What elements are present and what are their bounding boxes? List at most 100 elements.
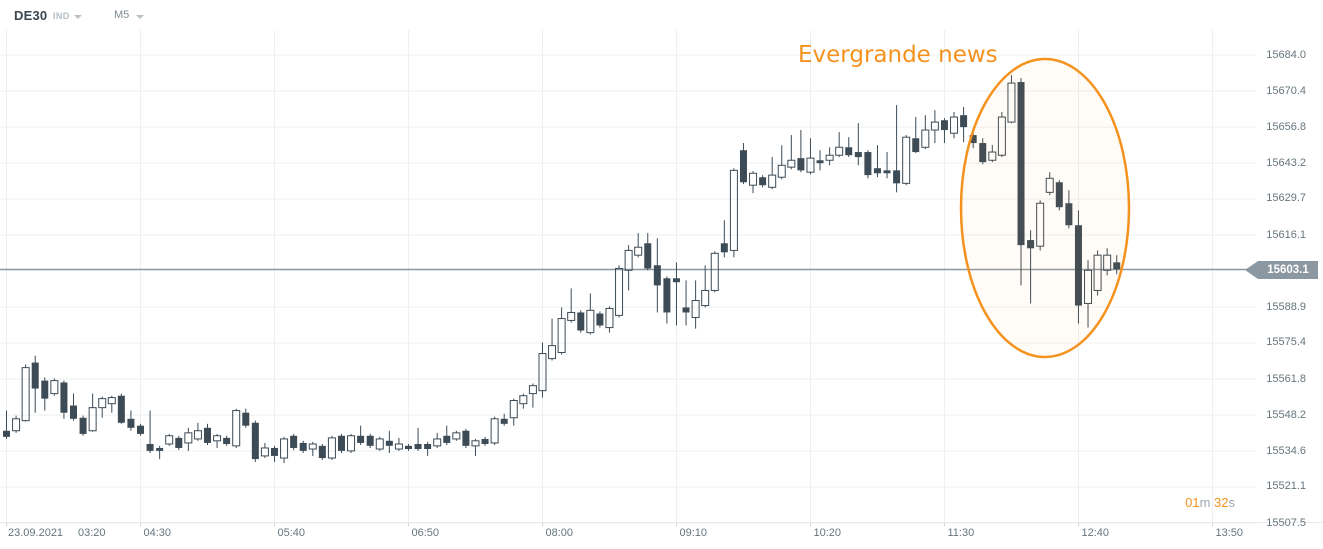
- candle[interactable]: [107, 395, 116, 413]
- candle[interactable]: [193, 422, 202, 441]
- candle[interactable]: [835, 132, 844, 158]
- candle[interactable]: [165, 433, 174, 446]
- candle[interactable]: [88, 393, 97, 432]
- candle[interactable]: [357, 425, 365, 446]
- chevron-down-icon[interactable]: [74, 15, 82, 19]
- candle[interactable]: [500, 413, 508, 426]
- candle[interactable]: [921, 115, 930, 150]
- candle[interactable]: [31, 355, 39, 413]
- candle[interactable]: [644, 233, 652, 271]
- candle[interactable]: [21, 364, 30, 422]
- candle[interactable]: [260, 442, 269, 459]
- candle[interactable]: [1045, 172, 1054, 196]
- candle[interactable]: [768, 157, 777, 190]
- candle[interactable]: [471, 438, 480, 456]
- candle[interactable]: [299, 440, 307, 453]
- candle[interactable]: [79, 415, 87, 436]
- candle[interactable]: [825, 147, 834, 166]
- candle[interactable]: [930, 110, 939, 144]
- candle[interactable]: [184, 427, 193, 451]
- candle[interactable]: [433, 432, 442, 448]
- candle[interactable]: [424, 441, 432, 456]
- candle[interactable]: [729, 168, 738, 258]
- chevron-down-icon[interactable]: [136, 15, 144, 19]
- candle[interactable]: [98, 396, 107, 418]
- candle[interactable]: [443, 425, 451, 446]
- candle[interactable]: [845, 137, 853, 158]
- candle[interactable]: [404, 443, 412, 451]
- candle[interactable]: [960, 106, 968, 143]
- candle[interactable]: [127, 410, 135, 431]
- candle[interactable]: [777, 145, 786, 180]
- candle[interactable]: [60, 380, 68, 419]
- candle[interactable]: [672, 262, 680, 326]
- candle[interactable]: [720, 220, 728, 258]
- candle[interactable]: [337, 433, 345, 453]
- candle[interactable]: [653, 238, 661, 313]
- candle[interactable]: [528, 383, 537, 408]
- candle[interactable]: [1017, 78, 1025, 286]
- candle[interactable]: [117, 393, 125, 424]
- candle[interactable]: [318, 443, 326, 460]
- candle[interactable]: [308, 441, 317, 456]
- candle[interactable]: [280, 436, 289, 464]
- candle[interactable]: [577, 310, 585, 333]
- candle[interactable]: [232, 408, 241, 448]
- candle[interactable]: [223, 435, 231, 446]
- candle[interactable]: [979, 138, 987, 165]
- candle[interactable]: [1027, 230, 1035, 304]
- candle[interactable]: [394, 437, 403, 451]
- candle[interactable]: [634, 233, 643, 258]
- candle[interactable]: [1113, 255, 1121, 275]
- candle[interactable]: [452, 430, 461, 441]
- candle[interactable]: [1103, 248, 1112, 276]
- candle[interactable]: [1084, 260, 1093, 328]
- candle[interactable]: [682, 280, 690, 326]
- candle[interactable]: [41, 377, 49, 411]
- candle[interactable]: [567, 288, 576, 323]
- candle[interactable]: [997, 112, 1006, 158]
- candle[interactable]: [347, 433, 356, 453]
- candle[interactable]: [156, 445, 164, 460]
- candle[interactable]: [290, 433, 298, 451]
- candle[interactable]: [950, 112, 959, 139]
- candle[interactable]: [854, 123, 862, 166]
- candle[interactable]: [242, 408, 250, 428]
- candle[interactable]: [136, 423, 144, 436]
- candle[interactable]: [327, 435, 336, 460]
- candle[interactable]: [816, 150, 824, 171]
- candle[interactable]: [1055, 180, 1063, 211]
- candle[interactable]: [213, 433, 222, 448]
- candle[interactable]: [663, 276, 671, 324]
- candle[interactable]: [385, 430, 393, 453]
- candle[interactable]: [375, 436, 384, 451]
- candle[interactable]: [701, 265, 710, 308]
- candle[interactable]: [797, 130, 805, 173]
- candle[interactable]: [759, 175, 767, 188]
- candle[interactable]: [787, 135, 796, 170]
- candle[interactable]: [490, 416, 499, 446]
- candle[interactable]: [146, 410, 154, 453]
- candle[interactable]: [1065, 190, 1073, 229]
- candle[interactable]: [1093, 250, 1102, 296]
- candle[interactable]: [1074, 210, 1082, 324]
- candle[interactable]: [69, 393, 77, 421]
- candle[interactable]: [586, 293, 595, 335]
- candle[interactable]: [548, 318, 557, 361]
- candle[interactable]: [270, 445, 278, 463]
- candle[interactable]: [902, 135, 911, 186]
- candle[interactable]: [12, 415, 21, 433]
- candle[interactable]: [414, 427, 422, 451]
- candle[interactable]: [538, 342, 547, 398]
- candle[interactable]: [883, 152, 891, 179]
- candle[interactable]: [519, 393, 528, 409]
- candle[interactable]: [605, 306, 614, 333]
- candle[interactable]: [864, 150, 872, 179]
- candle[interactable]: [969, 133, 977, 149]
- candle[interactable]: [557, 307, 566, 355]
- candle[interactable]: [50, 378, 59, 396]
- candle[interactable]: [893, 105, 901, 193]
- candle[interactable]: [691, 280, 700, 329]
- candle[interactable]: [912, 117, 920, 154]
